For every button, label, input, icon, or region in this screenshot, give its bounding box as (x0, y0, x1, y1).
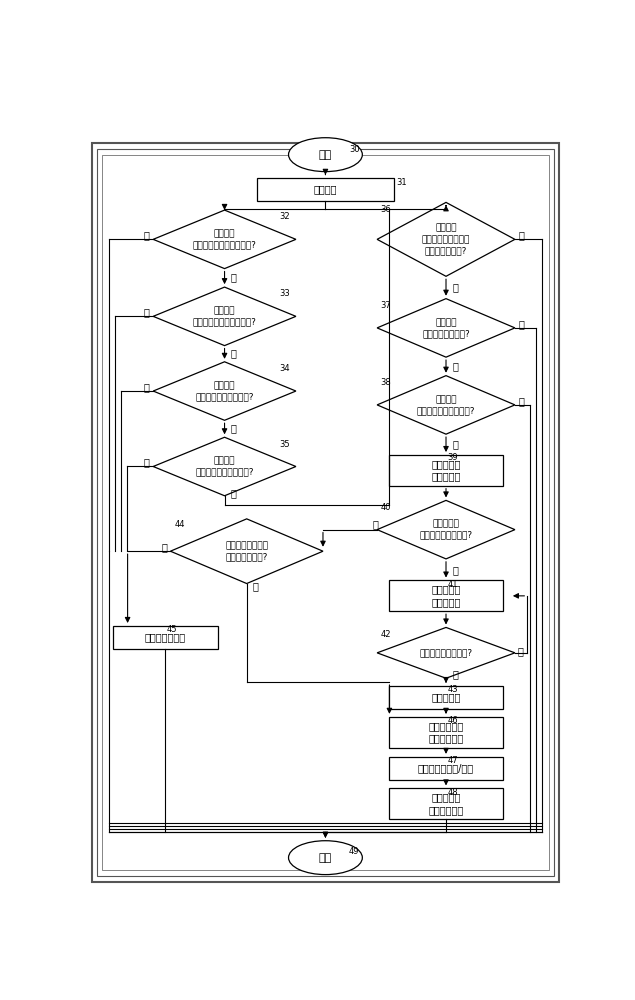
Polygon shape (170, 519, 323, 584)
Text: 否: 否 (144, 308, 149, 318)
Text: 结束: 结束 (319, 853, 332, 863)
Text: 46: 46 (448, 716, 458, 725)
Text: 结合离合器
恢复动力传动: 结合离合器 恢复动力传动 (429, 793, 464, 815)
Polygon shape (377, 500, 515, 559)
Text: 检测到退出滑行条件?: 检测到退出滑行条件? (420, 648, 472, 657)
Text: 检测计时: 检测计时 (314, 184, 337, 194)
Text: 34: 34 (279, 364, 290, 373)
Text: 是: 是 (253, 581, 258, 591)
Text: 41: 41 (448, 580, 458, 589)
Text: 40: 40 (380, 503, 391, 512)
Text: 分离离合器: 分离离合器 (431, 692, 461, 702)
Polygon shape (153, 362, 296, 420)
Text: 是: 是 (231, 488, 237, 498)
Text: 37: 37 (380, 301, 391, 310)
Text: 是: 是 (373, 519, 378, 529)
Polygon shape (377, 376, 515, 434)
Text: 变速器结合到
最新需求挡位: 变速器结合到 最新需求挡位 (429, 721, 464, 743)
Text: 是: 是 (452, 669, 458, 679)
Text: 否: 否 (518, 231, 525, 240)
Text: 48: 48 (448, 788, 458, 797)
Text: 30: 30 (349, 145, 359, 154)
Text: 调节发动机转速/扭矩: 调节发动机转速/扭矩 (418, 763, 474, 773)
FancyBboxPatch shape (389, 686, 503, 709)
Text: 47: 47 (448, 756, 458, 765)
Text: 检测期间
预测前方地形适滑?: 检测期间 预测前方地形适滑? (422, 318, 470, 338)
FancyBboxPatch shape (389, 455, 503, 486)
FancyBboxPatch shape (112, 626, 218, 649)
Text: 是: 是 (452, 439, 458, 449)
Text: 否: 否 (518, 319, 525, 329)
Polygon shape (153, 437, 296, 496)
Text: 否: 否 (144, 230, 149, 240)
FancyBboxPatch shape (389, 580, 503, 611)
Text: 检测期间
预测前方交通状况适滑?: 检测期间 预测前方交通状况适滑? (417, 395, 475, 415)
Text: 33: 33 (279, 289, 290, 298)
Text: 39: 39 (448, 453, 458, 462)
Text: 试滑行期间
监测到退出滑行条件?: 试滑行期间 监测到退出滑行条件? (420, 520, 472, 540)
Polygon shape (377, 627, 515, 678)
Text: 35: 35 (279, 440, 290, 449)
Text: 检测期间
驾驶员无任何制动意图?: 检测期间 驾驶员无任何制动意图? (196, 456, 254, 477)
Text: 否: 否 (518, 646, 523, 656)
Text: 36: 36 (380, 205, 391, 214)
FancyBboxPatch shape (257, 178, 394, 201)
Text: 42: 42 (380, 630, 391, 639)
FancyBboxPatch shape (389, 717, 503, 748)
Text: 开始: 开始 (319, 150, 332, 160)
Text: 31: 31 (396, 178, 406, 187)
Ellipse shape (288, 841, 363, 875)
Text: 检测期间
未探测到即将发生的
制动或减速过程?: 检测期间 未探测到即将发生的 制动或减速过程? (422, 224, 470, 255)
Text: 是: 是 (452, 361, 458, 371)
Text: 是: 是 (231, 272, 237, 282)
Text: 38: 38 (380, 378, 391, 387)
FancyBboxPatch shape (389, 757, 503, 780)
Text: 命令摘空挡
结合离合器: 命令摘空挡 结合离合器 (431, 585, 461, 607)
Text: 否: 否 (452, 565, 458, 575)
Polygon shape (377, 202, 515, 276)
Text: 否: 否 (518, 396, 525, 406)
Text: 44: 44 (175, 520, 185, 529)
Polygon shape (153, 210, 296, 269)
Text: 32: 32 (279, 212, 290, 221)
Text: 检测期间
驾驶员选择合适驾驶模式?: 检测期间 驾驶员选择合适驾驶模式? (192, 306, 257, 326)
Text: 否: 否 (144, 458, 149, 468)
FancyBboxPatch shape (389, 788, 503, 819)
Text: 检测期间
驾驶员无任何加速意图?: 检测期间 驾驶员无任何加速意图? (196, 381, 254, 401)
Text: 检测期间
车辆内部各参数适宜滑行?: 检测期间 车辆内部各参数适宜滑行? (192, 229, 257, 249)
Text: 是: 是 (452, 282, 458, 292)
Text: 45: 45 (167, 625, 177, 634)
Text: 49: 49 (349, 847, 359, 856)
Text: 同步发动机转速: 同步发动机转速 (145, 632, 186, 642)
Ellipse shape (288, 138, 363, 172)
Text: 是: 是 (231, 348, 237, 358)
Text: 驾驶员需求挡位与
变速器挡位不同?: 驾驶员需求挡位与 变速器挡位不同? (225, 541, 268, 561)
Text: 分离离合器
试滑行计时: 分离离合器 试滑行计时 (431, 459, 461, 482)
Text: 否: 否 (144, 382, 149, 392)
Text: 43: 43 (448, 685, 458, 694)
Text: 否: 否 (161, 542, 167, 552)
Polygon shape (377, 299, 515, 357)
Text: 是: 是 (231, 423, 237, 433)
Polygon shape (153, 287, 296, 346)
